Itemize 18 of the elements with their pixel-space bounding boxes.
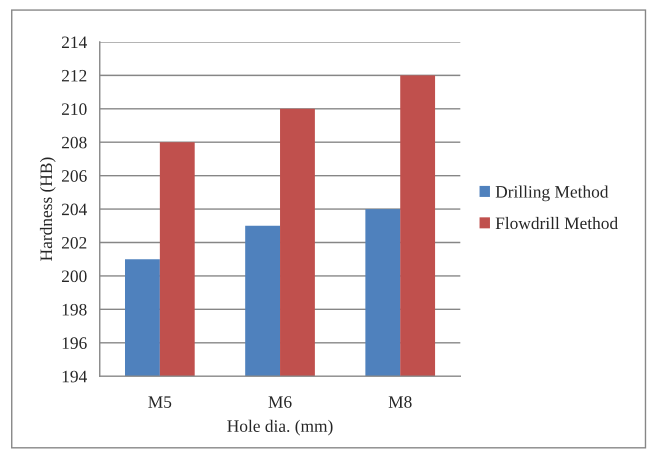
x-axis-title: Hole dia. (mm) (227, 420, 333, 436)
y-tick-label: 210 (62, 103, 87, 115)
y-tick-label: 198 (62, 304, 87, 316)
x-tick-label: M5 (148, 396, 172, 408)
y-tick-label: 204 (62, 204, 87, 216)
legend-label: Flowdrill Method (496, 216, 618, 230)
y-tick-label: 196 (62, 337, 87, 349)
y-tick-label: 212 (62, 70, 86, 82)
y-tick-label: 214 (62, 36, 87, 48)
y-tick-label: 202 (62, 236, 86, 249)
x-tick-label: M8 (388, 396, 412, 408)
y-axis-title: Hardness (HB) (40, 158, 56, 261)
legend-label: Drilling Method (496, 185, 608, 202)
y-tick-label: 194 (62, 370, 87, 382)
y-tick-label: 208 (62, 136, 87, 148)
x-tick-label: M6 (268, 396, 292, 408)
y-tick-label: 200 (62, 270, 87, 282)
y-tick-label: 206 (62, 170, 87, 182)
